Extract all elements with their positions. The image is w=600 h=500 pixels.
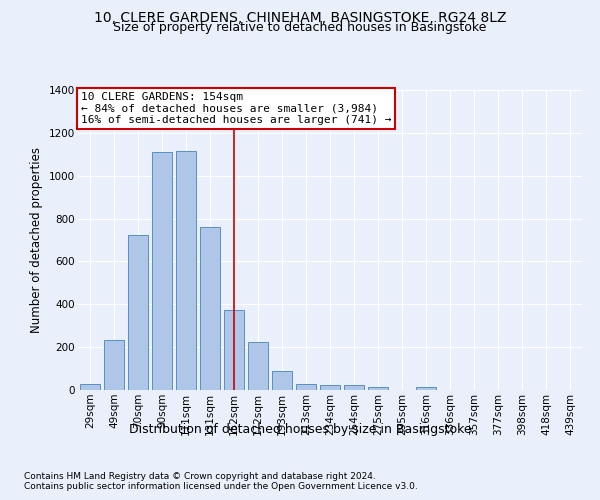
Text: Contains HM Land Registry data © Crown copyright and database right 2024.: Contains HM Land Registry data © Crown c… [24, 472, 376, 481]
Text: 10, CLERE GARDENS, CHINEHAM, BASINGSTOKE, RG24 8LZ: 10, CLERE GARDENS, CHINEHAM, BASINGSTOKE… [94, 11, 506, 25]
Bar [416, 388, 436, 390]
Bar [80, 384, 100, 390]
Bar [152, 152, 172, 390]
Bar [200, 227, 220, 390]
Bar [176, 151, 196, 390]
Bar [104, 340, 124, 390]
Bar [248, 342, 268, 390]
Bar [272, 370, 292, 390]
Bar [224, 310, 244, 390]
Y-axis label: Number of detached properties: Number of detached properties [31, 147, 43, 333]
Bar [296, 384, 316, 390]
Bar [320, 384, 340, 390]
Bar [128, 234, 148, 390]
Bar [368, 387, 388, 390]
Text: 10 CLERE GARDENS: 154sqm
← 84% of detached houses are smaller (3,984)
16% of sem: 10 CLERE GARDENS: 154sqm ← 84% of detach… [80, 92, 391, 124]
Text: Size of property relative to detached houses in Basingstoke: Size of property relative to detached ho… [113, 21, 487, 34]
Text: Distribution of detached houses by size in Basingstoke: Distribution of detached houses by size … [128, 422, 472, 436]
Text: Contains public sector information licensed under the Open Government Licence v3: Contains public sector information licen… [24, 482, 418, 491]
Bar [344, 386, 364, 390]
